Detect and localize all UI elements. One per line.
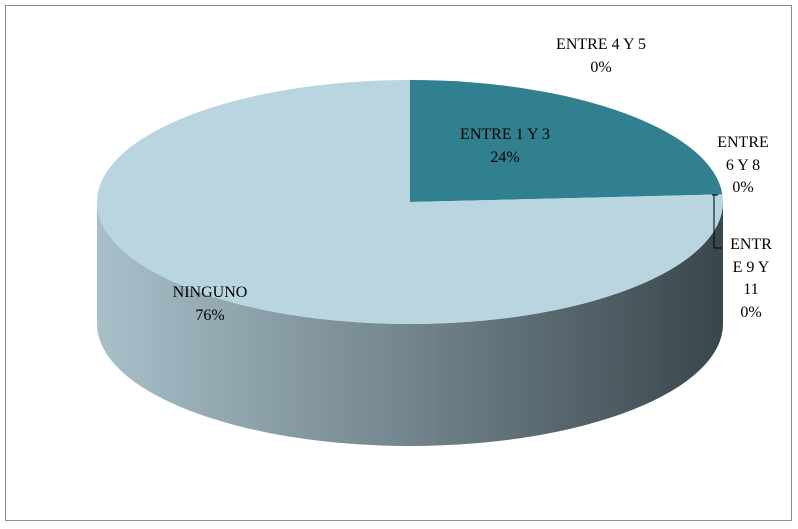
value-label: 0%	[590, 58, 612, 76]
value-label: 76%	[195, 306, 225, 324]
category-label: ENTRE 1 Y 3	[460, 126, 550, 143]
value-label: 0%	[732, 179, 754, 196]
value-label: 24%	[490, 148, 520, 166]
data-label: ENTRE 1 Y 3 24%	[460, 124, 550, 169]
category-label: ENTRE 6 Y 8	[717, 134, 769, 174]
pie	[97, 80, 724, 446]
category-label: ENTRE 9 Y 11	[730, 236, 772, 298]
pie-side	[97, 202, 723, 446]
category-label: NINGUNO	[172, 284, 248, 301]
data-label: NINGUNO 76%	[173, 282, 248, 327]
pie-slice	[97, 80, 724, 324]
category-label: ENTRE 4 Y 5	[556, 36, 646, 53]
data-label: ENTRE 9 Y 11 0%	[729, 234, 773, 324]
value-label: 0%	[740, 303, 762, 321]
data-label: ENTRE 4 Y 5 0%	[556, 34, 646, 79]
pie-slice	[410, 80, 723, 202]
data-label: ENTRE 6 Y 8 0%	[712, 132, 774, 200]
leader-line	[713, 194, 722, 249]
